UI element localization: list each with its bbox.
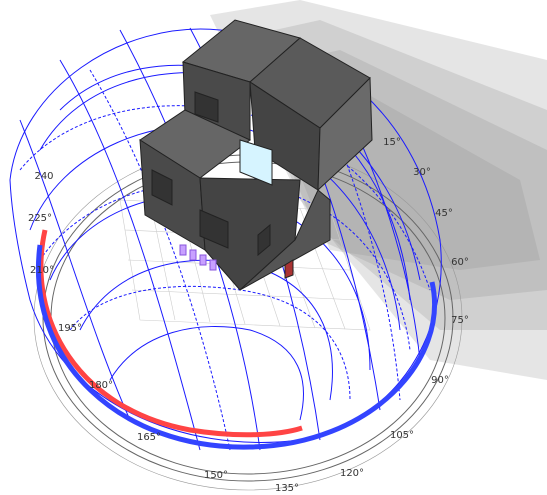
compass-label: 165° bbox=[137, 432, 161, 443]
winter-arc bbox=[36, 244, 437, 450]
compass-label: 240 bbox=[34, 171, 53, 182]
compass-label: 75° bbox=[451, 315, 469, 326]
compass-label: 180° bbox=[89, 380, 113, 391]
compass-label: 60° bbox=[451, 257, 469, 268]
compass-label: 90° bbox=[431, 375, 449, 386]
compass-label: 45° bbox=[435, 208, 453, 219]
compass-label: 105° bbox=[390, 430, 414, 441]
compass-label: 150° bbox=[204, 470, 228, 481]
compass-label: 225° bbox=[28, 213, 52, 224]
compass-label: 135° bbox=[275, 483, 299, 494]
building bbox=[139, 19, 373, 291]
summer-arc bbox=[38, 229, 303, 438]
compass-label: 195° bbox=[58, 323, 82, 334]
compass-label: 15° bbox=[383, 137, 401, 148]
windows-purple bbox=[179, 244, 217, 271]
compass-label: 120° bbox=[340, 468, 364, 479]
compass-label: 30° bbox=[413, 167, 431, 178]
compass-label: 210° bbox=[30, 265, 54, 276]
